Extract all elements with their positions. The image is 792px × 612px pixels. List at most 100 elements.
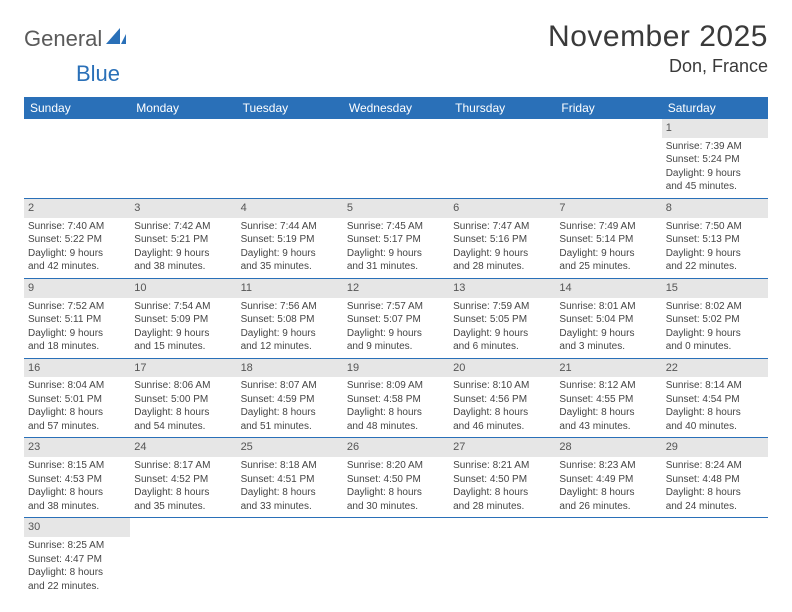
sunrise-text: Sunrise: 8:17 AM xyxy=(134,459,232,473)
daylight-text-1: Daylight: 8 hours xyxy=(28,406,126,420)
day-number: 30 xyxy=(24,518,130,537)
daylight-text-2: and 24 minutes. xyxy=(666,500,764,514)
day-number: 25 xyxy=(237,438,343,457)
sunset-text: Sunset: 5:04 PM xyxy=(559,313,657,327)
daylight-text-2: and 22 minutes. xyxy=(666,260,764,274)
day-number: 22 xyxy=(662,359,768,378)
day-details: Sunrise: 7:52 AMSunset: 5:11 PMDaylight:… xyxy=(24,298,130,358)
day-number: 20 xyxy=(449,359,555,378)
daylight-text-2: and 25 minutes. xyxy=(559,260,657,274)
calendar-day: 23Sunrise: 8:15 AMSunset: 4:53 PMDayligh… xyxy=(24,438,130,518)
daylight-text-2: and 12 minutes. xyxy=(241,340,339,354)
sunrise-text: Sunrise: 8:15 AM xyxy=(28,459,126,473)
day-number: 11 xyxy=(237,279,343,298)
sunset-text: Sunset: 4:49 PM xyxy=(559,473,657,487)
daylight-text-1: Daylight: 8 hours xyxy=(666,486,764,500)
day-details: Sunrise: 8:10 AMSunset: 4:56 PMDaylight:… xyxy=(449,377,555,437)
calendar-day: 11Sunrise: 7:56 AMSunset: 5:08 PMDayligh… xyxy=(237,278,343,358)
sunrise-text: Sunrise: 7:59 AM xyxy=(453,300,551,314)
daylight-text-1: Daylight: 8 hours xyxy=(241,486,339,500)
sunset-text: Sunset: 5:05 PM xyxy=(453,313,551,327)
daylight-text-1: Daylight: 8 hours xyxy=(559,406,657,420)
calendar-week: 30Sunrise: 8:25 AMSunset: 4:47 PMDayligh… xyxy=(24,518,768,597)
sunrise-text: Sunrise: 8:21 AM xyxy=(453,459,551,473)
calendar-day-empty xyxy=(130,119,236,198)
calendar-day-empty xyxy=(237,518,343,597)
sunset-text: Sunset: 5:07 PM xyxy=(347,313,445,327)
calendar-day: 28Sunrise: 8:23 AMSunset: 4:49 PMDayligh… xyxy=(555,438,661,518)
day-details: Sunrise: 8:06 AMSunset: 5:00 PMDaylight:… xyxy=(130,377,236,437)
daylight-text-2: and 35 minutes. xyxy=(241,260,339,274)
sunset-text: Sunset: 4:54 PM xyxy=(666,393,764,407)
sunrise-text: Sunrise: 8:14 AM xyxy=(666,379,764,393)
calendar-week: 2Sunrise: 7:40 AMSunset: 5:22 PMDaylight… xyxy=(24,198,768,278)
daylight-text-2: and 6 minutes. xyxy=(453,340,551,354)
calendar-day: 25Sunrise: 8:18 AMSunset: 4:51 PMDayligh… xyxy=(237,438,343,518)
sunrise-text: Sunrise: 7:40 AM xyxy=(28,220,126,234)
day-details: Sunrise: 8:01 AMSunset: 5:04 PMDaylight:… xyxy=(555,298,661,358)
calendar-day: 1Sunrise: 7:39 AMSunset: 5:24 PMDaylight… xyxy=(662,119,768,198)
sunrise-text: Sunrise: 8:04 AM xyxy=(28,379,126,393)
day-number: 19 xyxy=(343,359,449,378)
day-details: Sunrise: 8:17 AMSunset: 4:52 PMDaylight:… xyxy=(130,457,236,517)
day-header: Friday xyxy=(555,97,661,119)
sunset-text: Sunset: 5:09 PM xyxy=(134,313,232,327)
sunrise-text: Sunrise: 8:09 AM xyxy=(347,379,445,393)
daylight-text-2: and 45 minutes. xyxy=(666,180,764,194)
sunrise-text: Sunrise: 7:47 AM xyxy=(453,220,551,234)
logo-text-general: General xyxy=(24,26,102,52)
day-header: Wednesday xyxy=(343,97,449,119)
sunset-text: Sunset: 5:14 PM xyxy=(559,233,657,247)
sunset-text: Sunset: 5:17 PM xyxy=(347,233,445,247)
day-details: Sunrise: 7:49 AMSunset: 5:14 PMDaylight:… xyxy=(555,218,661,278)
day-details: Sunrise: 7:44 AMSunset: 5:19 PMDaylight:… xyxy=(237,218,343,278)
calendar-day: 14Sunrise: 8:01 AMSunset: 5:04 PMDayligh… xyxy=(555,278,661,358)
daylight-text-1: Daylight: 8 hours xyxy=(453,486,551,500)
sunrise-text: Sunrise: 7:54 AM xyxy=(134,300,232,314)
logo-sail-icon xyxy=(106,28,126,51)
day-number: 4 xyxy=(237,199,343,218)
calendar-day: 24Sunrise: 8:17 AMSunset: 4:52 PMDayligh… xyxy=(130,438,236,518)
calendar-day: 15Sunrise: 8:02 AMSunset: 5:02 PMDayligh… xyxy=(662,278,768,358)
sunset-text: Sunset: 4:50 PM xyxy=(347,473,445,487)
daylight-text-2: and 51 minutes. xyxy=(241,420,339,434)
day-details: Sunrise: 8:07 AMSunset: 4:59 PMDaylight:… xyxy=(237,377,343,437)
sunrise-text: Sunrise: 7:44 AM xyxy=(241,220,339,234)
daylight-text-1: Daylight: 8 hours xyxy=(347,486,445,500)
day-header: Tuesday xyxy=(237,97,343,119)
sunrise-text: Sunrise: 8:02 AM xyxy=(666,300,764,314)
calendar-day: 27Sunrise: 8:21 AMSunset: 4:50 PMDayligh… xyxy=(449,438,555,518)
day-header: Saturday xyxy=(662,97,768,119)
day-number: 23 xyxy=(24,438,130,457)
day-number: 8 xyxy=(662,199,768,218)
calendar-table: SundayMondayTuesdayWednesdayThursdayFrid… xyxy=(24,97,768,597)
day-details: Sunrise: 7:57 AMSunset: 5:07 PMDaylight:… xyxy=(343,298,449,358)
day-details: Sunrise: 8:23 AMSunset: 4:49 PMDaylight:… xyxy=(555,457,661,517)
daylight-text-1: Daylight: 9 hours xyxy=(666,167,764,181)
day-details: Sunrise: 7:54 AMSunset: 5:09 PMDaylight:… xyxy=(130,298,236,358)
calendar-day: 2Sunrise: 7:40 AMSunset: 5:22 PMDaylight… xyxy=(24,198,130,278)
day-details: Sunrise: 8:18 AMSunset: 4:51 PMDaylight:… xyxy=(237,457,343,517)
daylight-text-2: and 31 minutes. xyxy=(347,260,445,274)
daylight-text-2: and 54 minutes. xyxy=(134,420,232,434)
daylight-text-2: and 38 minutes. xyxy=(28,500,126,514)
sunset-text: Sunset: 4:58 PM xyxy=(347,393,445,407)
daylight-text-2: and 46 minutes. xyxy=(453,420,551,434)
calendar-day: 13Sunrise: 7:59 AMSunset: 5:05 PMDayligh… xyxy=(449,278,555,358)
day-number: 18 xyxy=(237,359,343,378)
daylight-text-1: Daylight: 8 hours xyxy=(666,406,764,420)
calendar-day: 18Sunrise: 8:07 AMSunset: 4:59 PMDayligh… xyxy=(237,358,343,438)
calendar-day-empty xyxy=(343,119,449,198)
sunset-text: Sunset: 5:22 PM xyxy=(28,233,126,247)
daylight-text-1: Daylight: 8 hours xyxy=(28,566,126,580)
day-details: Sunrise: 7:47 AMSunset: 5:16 PMDaylight:… xyxy=(449,218,555,278)
logo-text-blue: Blue xyxy=(76,61,120,86)
sunrise-text: Sunrise: 8:07 AM xyxy=(241,379,339,393)
daylight-text-2: and 15 minutes. xyxy=(134,340,232,354)
logo: General xyxy=(24,26,128,52)
day-header: Sunday xyxy=(24,97,130,119)
calendar-day: 19Sunrise: 8:09 AMSunset: 4:58 PMDayligh… xyxy=(343,358,449,438)
day-details: Sunrise: 8:21 AMSunset: 4:50 PMDaylight:… xyxy=(449,457,555,517)
day-number: 9 xyxy=(24,279,130,298)
daylight-text-1: Daylight: 9 hours xyxy=(28,327,126,341)
